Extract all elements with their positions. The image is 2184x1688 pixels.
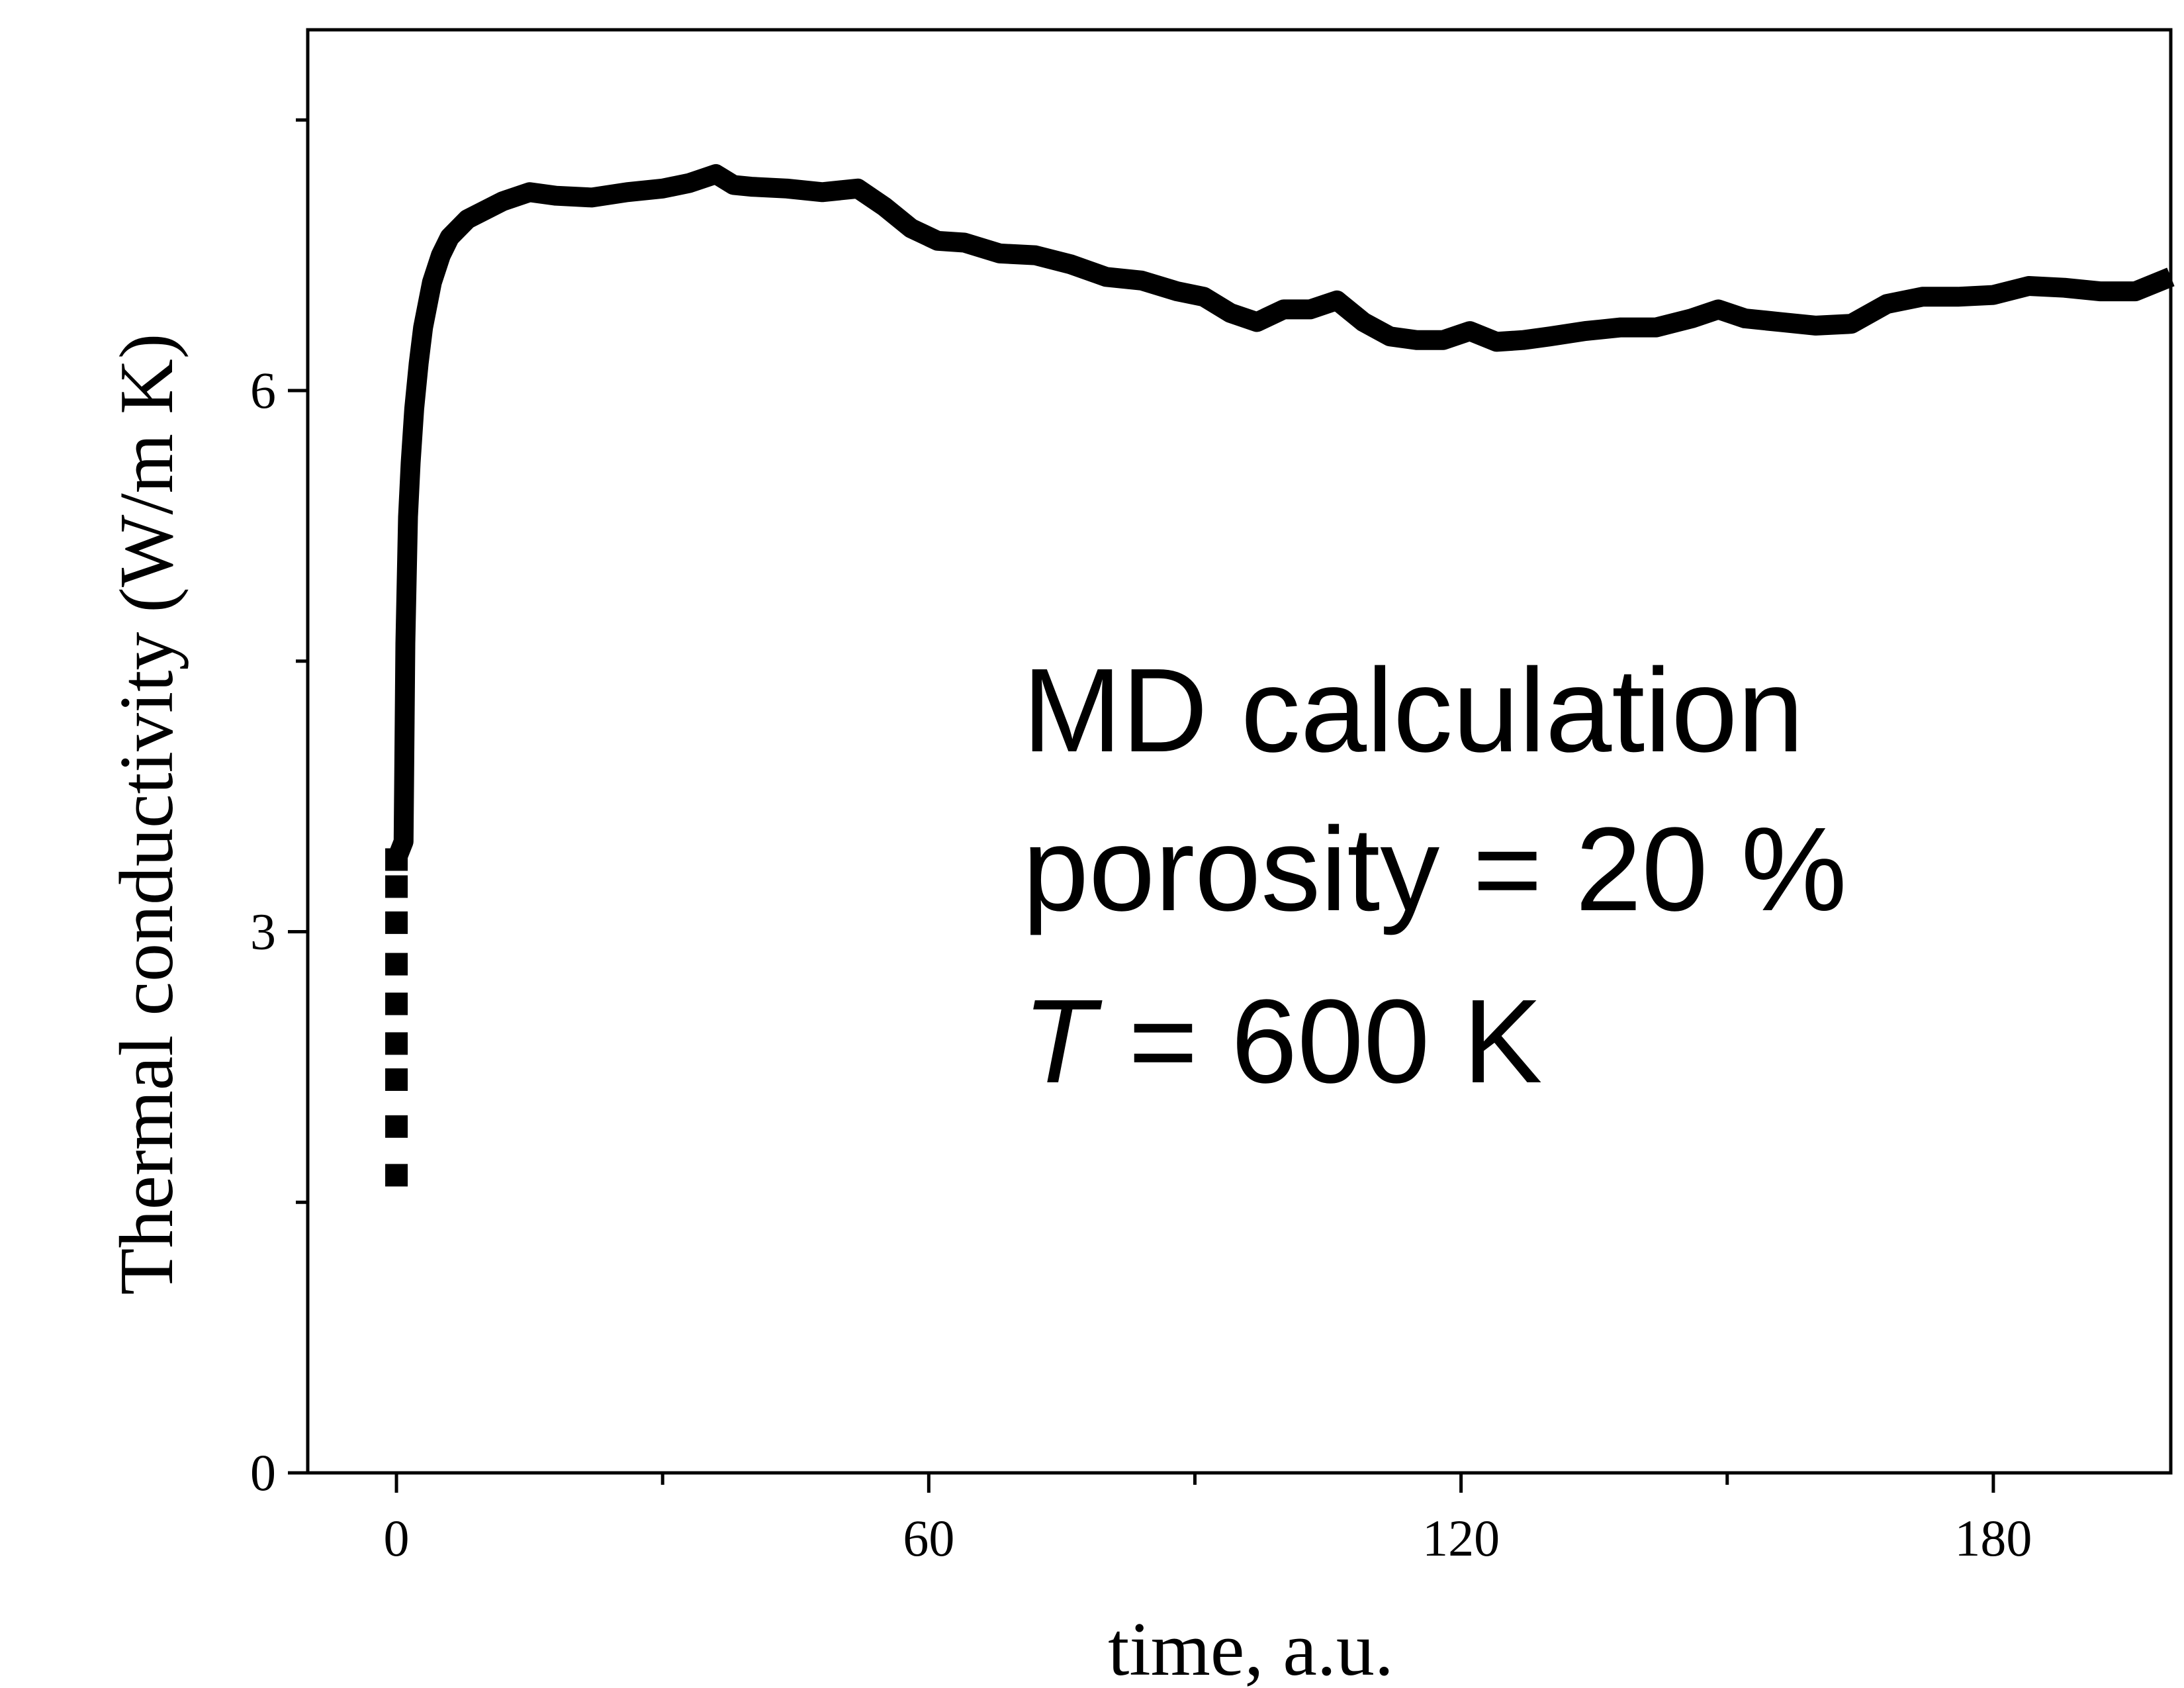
annotation-temperature-value: = 600 K xyxy=(1095,975,1543,1108)
x-tick-label-0: 0 xyxy=(384,1509,410,1567)
y-tick-label-3: 3 xyxy=(250,903,276,961)
y-tick-label-6: 6 xyxy=(250,361,276,419)
x-axis-tick-labels: 0 60 120 180 xyxy=(384,1509,2032,1567)
y-axis-tick-labels: 0 3 6 xyxy=(250,361,276,1501)
x-tick-label-60: 60 xyxy=(903,1509,954,1567)
plot-area-frame xyxy=(306,28,2173,1475)
data-point-6 xyxy=(385,911,408,934)
x-tick-label-120: 120 xyxy=(1422,1509,1500,1567)
y-axis-title: Thermal conductivity (W/m K) xyxy=(105,334,189,1295)
x-axis-ticks xyxy=(394,1473,1995,1493)
series-line xyxy=(387,164,2175,864)
annotation-line-1: MD calculation xyxy=(1023,644,1803,777)
series-thermal-conductivity xyxy=(385,164,2175,1187)
data-point-1 xyxy=(385,1115,408,1138)
data-point-0 xyxy=(385,1164,408,1187)
annotation-line-2: porosity = 20 % xyxy=(1023,803,1847,936)
y-axis-ticks xyxy=(288,118,308,1475)
annotation-box: MD calculation porosity = 20 % T = 600 K xyxy=(1023,644,1847,1108)
data-point-2 xyxy=(385,1068,408,1091)
y-tick-label-0: 0 xyxy=(250,1444,276,1501)
data-point-3 xyxy=(385,1032,408,1055)
x-axis-title: time, a.u. xyxy=(1108,1607,1394,1688)
x-tick-label-180: 180 xyxy=(1954,1509,2032,1567)
annotation-temperature-symbol: T xyxy=(1023,975,1103,1108)
data-point-7 xyxy=(385,875,408,898)
annotation-line-3: T = 600 K xyxy=(1023,975,1542,1108)
data-point-4 xyxy=(385,992,408,1015)
data-point-5 xyxy=(385,953,408,976)
